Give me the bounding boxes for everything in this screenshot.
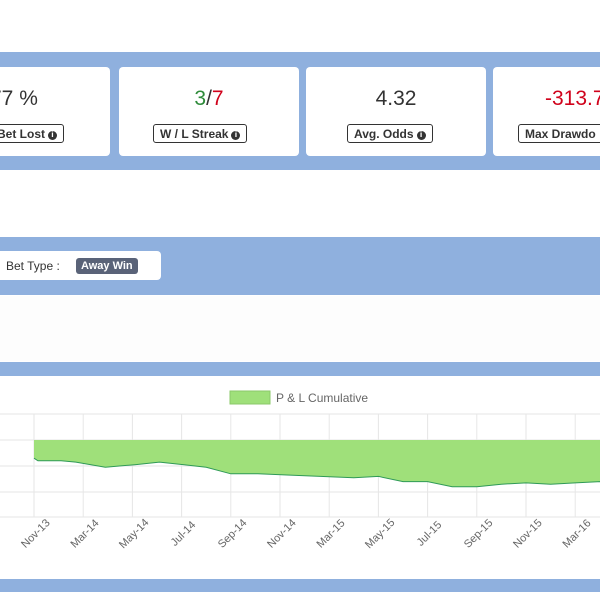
x-tick-label: May-14 bbox=[117, 517, 151, 551]
bet-type-filter[interactable]: Bet Type : Away Win bbox=[0, 251, 161, 280]
stat-label-bet-lost-text: Bet Lost bbox=[0, 127, 45, 141]
streak-separator: / bbox=[206, 87, 212, 110]
legend-label: P & L Cumulative bbox=[276, 391, 368, 405]
stat-card-avg-odds: 4.32 Avg. Odds i bbox=[306, 67, 486, 156]
x-tick-label: Jul-15 bbox=[415, 519, 445, 549]
stat-label-avg-odds[interactable]: Avg. Odds i bbox=[347, 124, 433, 143]
info-circle-icon[interactable]: i bbox=[416, 131, 426, 140]
pl-cumulative-chart: Nov-13 Mar-14 May-14 Jul-14 Sep-14 Nov-14 Mar-… bbox=[0, 390, 600, 551]
legend-swatch bbox=[229, 390, 271, 405]
stat-value-avg-odds: 4.32 bbox=[375, 87, 417, 110]
x-tick-label: Jul-14 bbox=[169, 519, 199, 549]
bet-type-badge[interactable]: Away Win bbox=[76, 258, 138, 274]
pl-area-fill bbox=[34, 440, 600, 487]
stat-value-max-drawdown: -313.7 bbox=[545, 87, 600, 110]
x-tick-label: Nov-15 bbox=[511, 517, 545, 551]
info-circle-icon[interactable]: i bbox=[231, 131, 241, 140]
stat-card-max-drawdown: -313.7 Max Drawdo bbox=[493, 67, 600, 156]
x-tick-label: Sep-15 bbox=[462, 517, 496, 551]
x-tick-label: Nov-14 bbox=[265, 517, 299, 551]
stat-label-max-drawdown[interactable]: Max Drawdo bbox=[518, 124, 600, 143]
x-tick-label: May-15 bbox=[363, 517, 397, 551]
stat-value-wl-streak: 3/7 bbox=[119, 87, 299, 111]
x-tick-label: Mar-16 bbox=[561, 517, 594, 550]
chart-panel: Nov-13 Mar-14 May-14 Jul-14 Sep-14 Nov-14 Mar-… bbox=[0, 376, 600, 579]
stat-card-wl-streak: 3/7 W / L Streak i bbox=[119, 67, 299, 156]
stat-label-bet-lost[interactable]: Bet Lost i bbox=[0, 124, 64, 143]
stat-value-bet-lost: 77 % bbox=[0, 87, 38, 110]
loss-streak-value: 7 bbox=[211, 87, 224, 110]
x-tick-label: Mar-14 bbox=[69, 517, 102, 550]
stat-label-avg-odds-text: Avg. Odds bbox=[354, 127, 414, 141]
bet-type-label: Bet Type : bbox=[6, 259, 60, 273]
stat-label-wl-streak[interactable]: W / L Streak i bbox=[153, 124, 248, 143]
x-tick-label: Sep-14 bbox=[216, 517, 250, 551]
info-circle-icon[interactable]: i bbox=[48, 131, 57, 140]
empty-panel bbox=[0, 296, 600, 361]
stat-label-wl-streak-text: W / L Streak bbox=[160, 127, 229, 141]
x-tick-label: Nov-13 bbox=[19, 517, 53, 551]
stat-label-max-drawdown-text: Max Drawdo bbox=[525, 127, 596, 141]
win-streak-value: 3 bbox=[194, 87, 207, 110]
x-tick-label: Mar-15 bbox=[315, 517, 348, 550]
pl-area-line bbox=[33, 457, 600, 488]
